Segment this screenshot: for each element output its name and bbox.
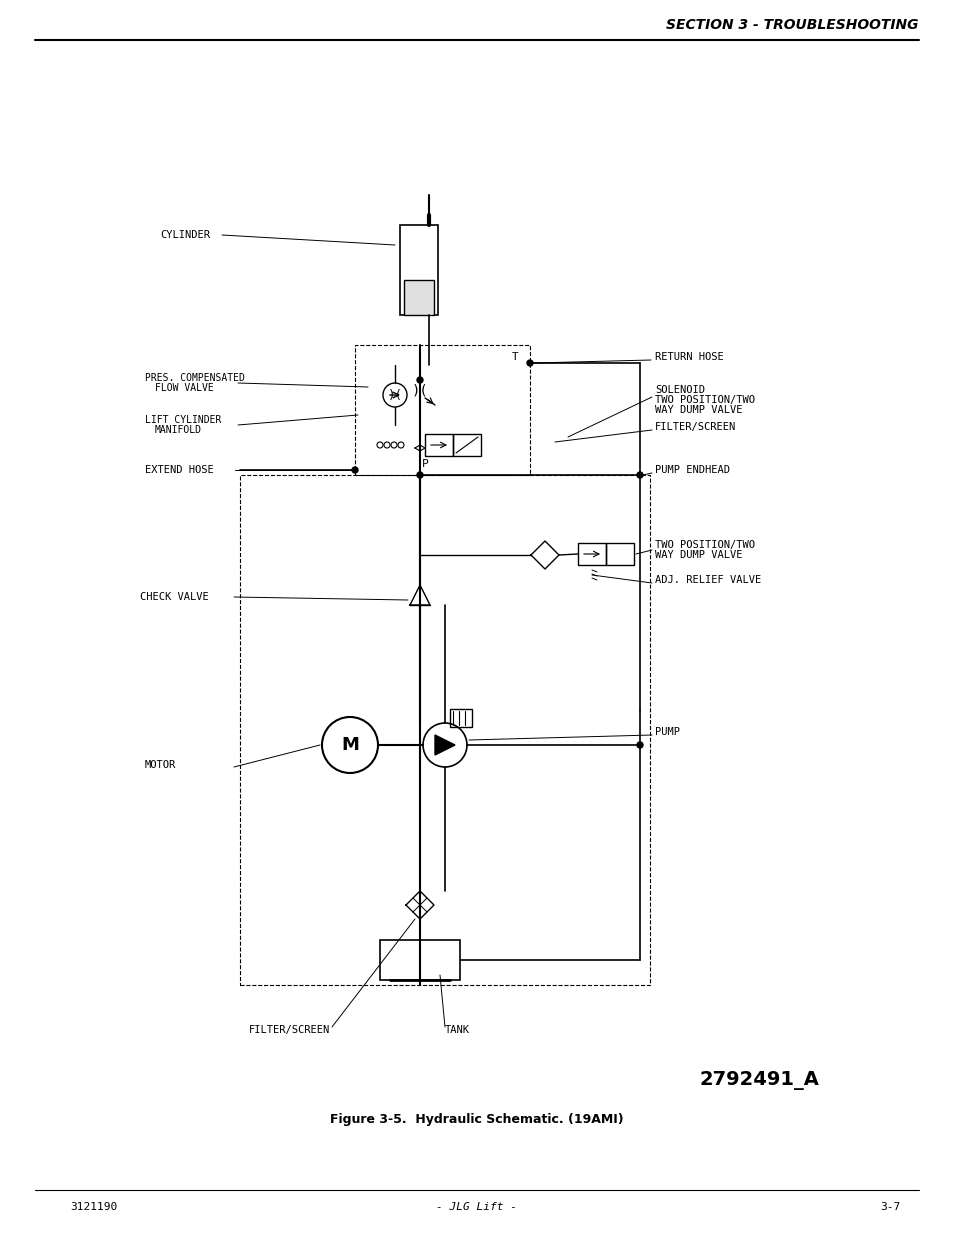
Bar (450, 709, 472, 727)
Text: CHECK VALVE: CHECK VALVE (140, 592, 209, 601)
Text: PRES. COMPENSATED: PRES. COMPENSATED (145, 373, 245, 383)
Text: FILTER/SCREEN: FILTER/SCREEN (655, 422, 736, 432)
Text: 3-7: 3-7 (879, 1202, 899, 1212)
Bar (379, 940, 459, 981)
Text: PUMP: PUMP (655, 727, 679, 737)
Bar (403, 280, 434, 315)
Circle shape (416, 377, 422, 383)
Bar (240, 475, 649, 986)
Text: LIFT CYLINDER: LIFT CYLINDER (145, 415, 221, 425)
Text: TWO POSITION/TWO: TWO POSITION/TWO (655, 540, 754, 550)
Text: M: M (341, 736, 358, 755)
Bar (578, 543, 605, 564)
Bar (424, 433, 453, 456)
Text: FLOW VALVE: FLOW VALVE (154, 383, 213, 393)
Text: ADJ. RELIEF VALVE: ADJ. RELIEF VALVE (655, 576, 760, 585)
Circle shape (352, 467, 357, 473)
Text: P: P (421, 459, 428, 469)
Text: MOTOR: MOTOR (145, 760, 176, 769)
Text: FILTER/SCREEN: FILTER/SCREEN (249, 1025, 330, 1035)
Text: CYLINDER: CYLINDER (160, 230, 210, 240)
Circle shape (526, 359, 533, 366)
Text: 3121190: 3121190 (70, 1202, 117, 1212)
Text: RETURN HOSE: RETURN HOSE (655, 352, 723, 362)
Text: TWO POSITION/TWO: TWO POSITION/TWO (655, 395, 754, 405)
Circle shape (637, 742, 642, 748)
Text: PUMP ENDHEAD: PUMP ENDHEAD (655, 466, 729, 475)
Bar (453, 433, 480, 456)
Text: 2792491_A: 2792491_A (700, 1071, 819, 1089)
Circle shape (416, 472, 422, 478)
Circle shape (637, 472, 642, 478)
Bar (605, 543, 634, 564)
Bar (355, 345, 530, 475)
Text: )(: )( (387, 389, 402, 401)
Text: SOLENOID: SOLENOID (655, 385, 704, 395)
Polygon shape (435, 735, 455, 755)
Text: SECTION 3 - TROUBLESHOOTING: SECTION 3 - TROUBLESHOOTING (666, 19, 918, 32)
Text: MANIFOLD: MANIFOLD (154, 425, 202, 435)
Bar (399, 225, 437, 315)
Text: )(: )( (411, 383, 428, 396)
Text: WAY DUMP VALVE: WAY DUMP VALVE (655, 405, 741, 415)
Text: Figure 3-5.  Hydraulic Schematic. (19AMI): Figure 3-5. Hydraulic Schematic. (19AMI) (330, 1114, 623, 1126)
Text: EXTEND HOSE: EXTEND HOSE (145, 466, 213, 475)
Text: - JLG Lift -: - JLG Lift - (436, 1202, 517, 1212)
Text: WAY DUMP VALVE: WAY DUMP VALVE (655, 550, 741, 559)
Circle shape (422, 722, 467, 767)
Circle shape (322, 718, 377, 773)
Text: T: T (511, 352, 517, 362)
Text: TANK: TANK (444, 1025, 470, 1035)
